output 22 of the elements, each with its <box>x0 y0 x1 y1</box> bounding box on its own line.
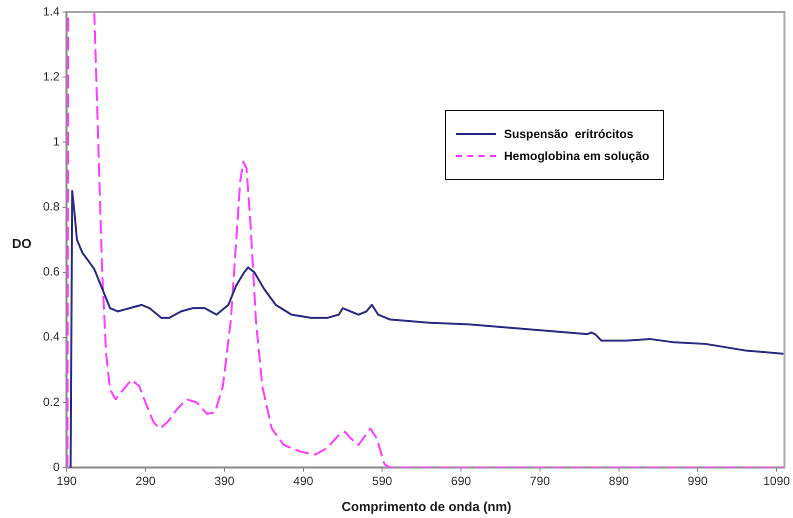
x-tick-label: 590 <box>372 474 393 488</box>
y-axis-title: DO <box>12 236 32 251</box>
y-tick-label: 0 <box>52 460 60 474</box>
x-tick-label: 790 <box>530 474 550 488</box>
y-tick-label: 1.2 <box>42 69 60 84</box>
y-tick-label: 1 <box>52 134 60 148</box>
x-tick-label: 1090 <box>763 474 790 488</box>
y-tick-label: 1.4 <box>42 4 60 18</box>
x-tick-label: 190 <box>56 474 78 488</box>
x-tick-label: 290 <box>136 474 156 488</box>
x-axis-title: Comprimento de onda (nm) <box>340 499 512 514</box>
y-tick-label: 0.4 <box>42 330 60 344</box>
x-tick-label: 390 <box>214 474 235 488</box>
y-tick-label: 0.6 <box>42 264 60 279</box>
legend-label: Suspensão eritrócitos <box>504 127 634 141</box>
x-tick-label: 490 <box>293 474 314 488</box>
y-tick-label: 0.8 <box>42 200 60 214</box>
x-tick-label: 890 <box>608 474 630 488</box>
x-tick-label: 990 <box>688 474 708 488</box>
legend-label: Hemoglobina em solução <box>504 149 650 163</box>
x-tick-label: 690 <box>451 474 472 488</box>
y-tick-label: 0.2 <box>42 394 60 409</box>
